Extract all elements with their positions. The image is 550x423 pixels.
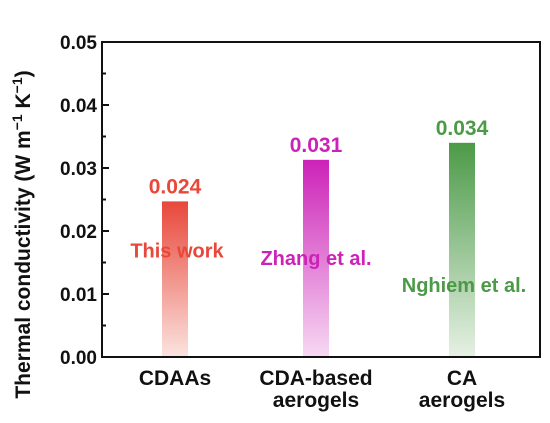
y-axis-label-mid: K bbox=[12, 93, 35, 114]
y-axis-label: Thermal conductivity (W m−1 K−1) bbox=[9, 70, 35, 398]
y-tick-label: 0.05 bbox=[60, 33, 97, 54]
bar-annotation: Zhang et al. bbox=[260, 248, 371, 270]
value-label: 0.034 bbox=[436, 117, 489, 140]
bar bbox=[449, 142, 475, 357]
value-label: 0.024 bbox=[149, 175, 202, 198]
y-tick-label: 0.04 bbox=[60, 96, 97, 117]
x-tick-label: aerogels bbox=[419, 389, 505, 412]
bar-annotation: This work bbox=[130, 241, 224, 263]
y-tick-label: 0.01 bbox=[60, 285, 97, 306]
x-tick-label: aerogels bbox=[273, 389, 359, 412]
y-axis-label-main: Thermal conductivity (W m bbox=[12, 130, 35, 398]
x-tick-label: CA bbox=[447, 367, 477, 390]
y-axis-label-sup1: −1 bbox=[9, 114, 25, 130]
bars bbox=[162, 142, 475, 357]
y-tick-label: 0.00 bbox=[60, 348, 97, 369]
y-axis-label-sup2: −1 bbox=[9, 77, 25, 93]
bar bbox=[303, 159, 329, 357]
x-tick-label: CDAAs bbox=[139, 367, 211, 390]
bar-annotation: Nghiem et al. bbox=[402, 275, 526, 297]
y-tick-label: 0.02 bbox=[60, 222, 97, 243]
x-tick-label: CDA-based bbox=[259, 367, 372, 390]
labels: 0.024 This work CDAAs 0.031 Zhang et al. CDA-… bbox=[130, 117, 526, 412]
y-tick-label: 0.03 bbox=[60, 159, 97, 180]
y-axis-ticks: 0.00 0.01 0.02 0.03 0.04 0.05 bbox=[60, 33, 109, 369]
value-label: 0.031 bbox=[290, 134, 343, 157]
bar bbox=[162, 201, 188, 357]
y-axis-label-end: ) bbox=[12, 70, 35, 77]
